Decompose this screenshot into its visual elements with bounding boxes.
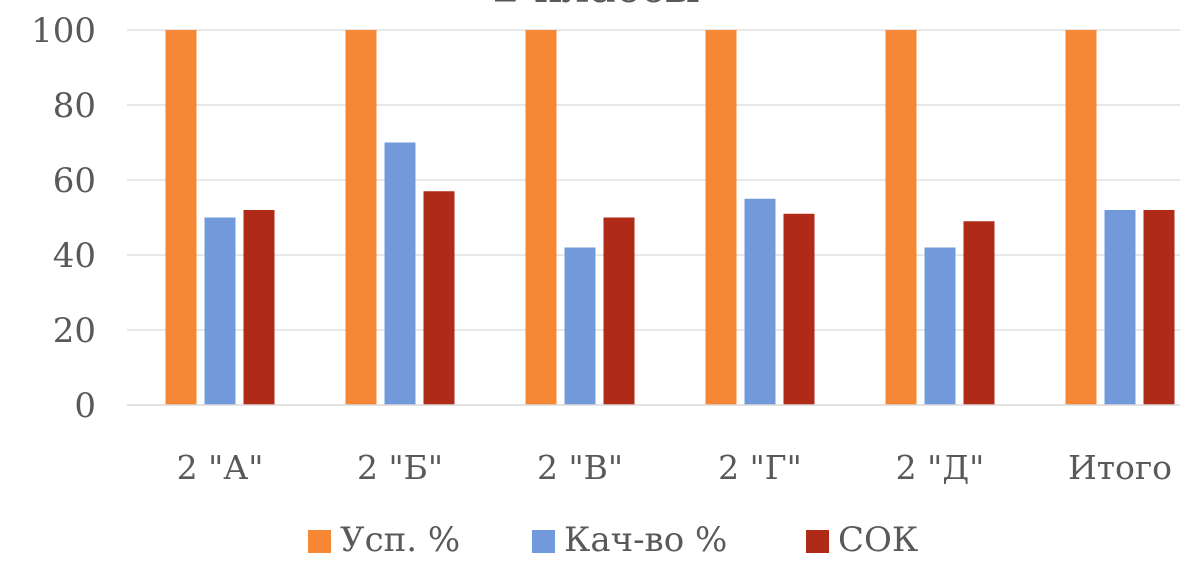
bar-kach	[384, 142, 416, 405]
bar-kach	[744, 198, 776, 405]
x-axis-labels: 2 "А" 2 "Б" 2 "В" 2 "Г" 2 "Д" Итого	[177, 448, 1172, 487]
legend-label: СОК	[838, 520, 918, 560]
bar-usp	[705, 30, 737, 405]
y-tick-label: 40	[53, 236, 96, 276]
x-tick-label: 2 "Г"	[718, 448, 802, 487]
x-tick-label: 2 "А"	[177, 448, 264, 487]
chart-title: 2 классы	[492, 0, 700, 13]
bar-sok	[963, 221, 995, 405]
bar-sok	[423, 191, 455, 405]
legend-swatch	[308, 530, 331, 553]
x-tick-label: 2 "В"	[537, 448, 623, 487]
bars-layer	[165, 30, 1175, 405]
y-tick-label: 100	[31, 11, 96, 51]
legend-label: Усп. %	[340, 520, 460, 560]
bar-sok	[243, 210, 275, 405]
y-tick-label: 20	[53, 311, 96, 351]
x-tick-label: 2 "Д"	[896, 448, 985, 487]
x-tick-label: Итого	[1068, 448, 1172, 487]
bar-sok	[603, 217, 635, 405]
bar-usp	[1065, 30, 1097, 405]
grid-layer	[127, 29, 1180, 331]
bar-kach	[1104, 210, 1136, 405]
legend-swatch	[806, 530, 829, 553]
y-tick-label: 60	[53, 161, 96, 201]
bar-usp	[165, 30, 197, 405]
bar-usp	[345, 30, 377, 405]
bar-usp	[885, 30, 917, 405]
bar-kach	[204, 217, 236, 405]
bar-sok	[783, 213, 815, 405]
legend-swatch	[532, 530, 555, 553]
legend-item: Кач-во %	[532, 520, 727, 560]
legend-label: Кач-во %	[564, 520, 727, 560]
bar-kach	[924, 247, 956, 405]
bar-usp	[525, 30, 557, 405]
bar-sok	[1143, 210, 1175, 405]
y-tick-label: 0	[74, 386, 96, 426]
title-layer: 2 классы	[492, 0, 700, 13]
legend-item: СОК	[806, 520, 918, 560]
y-tick-label: 80	[53, 86, 96, 126]
legend-item: Усп. %	[308, 520, 460, 560]
y-axis-ticks: 0 20 40 60 80 100	[31, 11, 96, 426]
x-tick-label: 2 "Б"	[357, 448, 443, 487]
legend: Усп. % Кач-во % СОК	[308, 520, 918, 560]
bar-kach	[564, 247, 596, 405]
